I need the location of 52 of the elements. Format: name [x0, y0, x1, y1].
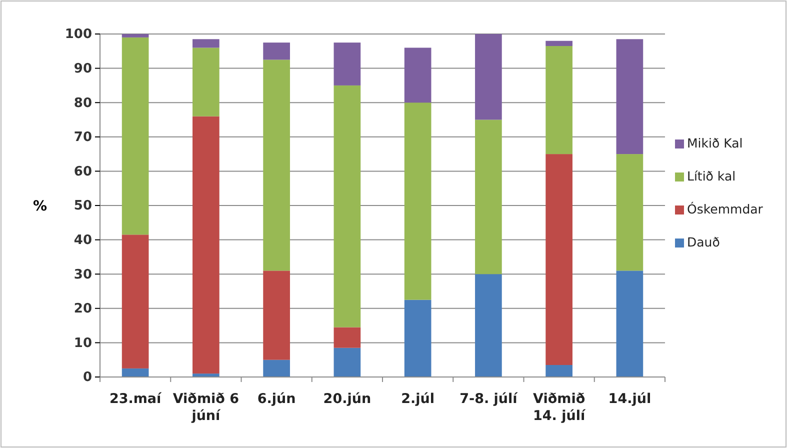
bar — [546, 154, 572, 365]
x-tick-label: 23.maí — [109, 391, 163, 407]
y-tick-label: 80 — [74, 96, 92, 111]
bar — [263, 60, 290, 271]
bar — [122, 234, 149, 368]
bar — [616, 270, 644, 377]
x-tick-label: 7-8. júlí — [460, 391, 519, 407]
legend-label: Dauð — [687, 234, 720, 250]
y-tick-label: 20 — [74, 302, 92, 317]
bar — [546, 46, 572, 154]
bar — [475, 120, 502, 274]
bar — [334, 42, 361, 86]
bar — [616, 154, 644, 271]
y-tick-label: 0 — [82, 370, 92, 386]
y-tick-label: 10 — [74, 336, 92, 351]
x-tick-label: 20.jún — [323, 391, 372, 407]
bar — [475, 34, 502, 120]
bar — [263, 42, 290, 60]
bar — [122, 34, 149, 38]
bar — [263, 360, 290, 377]
y-axis-title: % — [32, 198, 48, 214]
bar — [404, 102, 432, 300]
bar — [404, 300, 432, 377]
x-tick-label: 2.júl — [401, 391, 435, 407]
bar — [546, 364, 572, 377]
x-tick-label: Viðmið 6 júní — [172, 391, 240, 424]
bar — [334, 327, 361, 348]
bar — [122, 368, 149, 377]
y-tick-label: 40 — [74, 232, 92, 248]
bar — [192, 39, 220, 48]
bar — [475, 274, 502, 377]
y-tick-label: 50 — [74, 198, 92, 214]
bar — [192, 116, 220, 374]
bar — [334, 348, 361, 377]
bar — [616, 39, 644, 154]
bar — [546, 40, 572, 46]
bar — [334, 85, 361, 328]
y-tick-label: 60 — [74, 164, 92, 180]
legend-label: Óskemmdar — [687, 202, 764, 216]
x-tick-label: Viðmið 14. júlí — [533, 391, 586, 424]
y-tick-label: 70 — [74, 130, 92, 146]
y-tick-label: 30 — [74, 267, 92, 282]
bar — [192, 48, 220, 116]
x-tick-label: 6.jún — [257, 391, 296, 407]
bar — [263, 270, 290, 360]
bar — [122, 37, 149, 235]
y-tick-label: 90 — [74, 61, 92, 76]
legend-label: Lítið kal — [687, 168, 736, 184]
y-tick-label: 100 — [64, 27, 92, 42]
legend-label: Mikið Kal — [687, 136, 743, 150]
bar — [404, 48, 432, 103]
x-tick-label: 14.júl — [608, 391, 652, 407]
